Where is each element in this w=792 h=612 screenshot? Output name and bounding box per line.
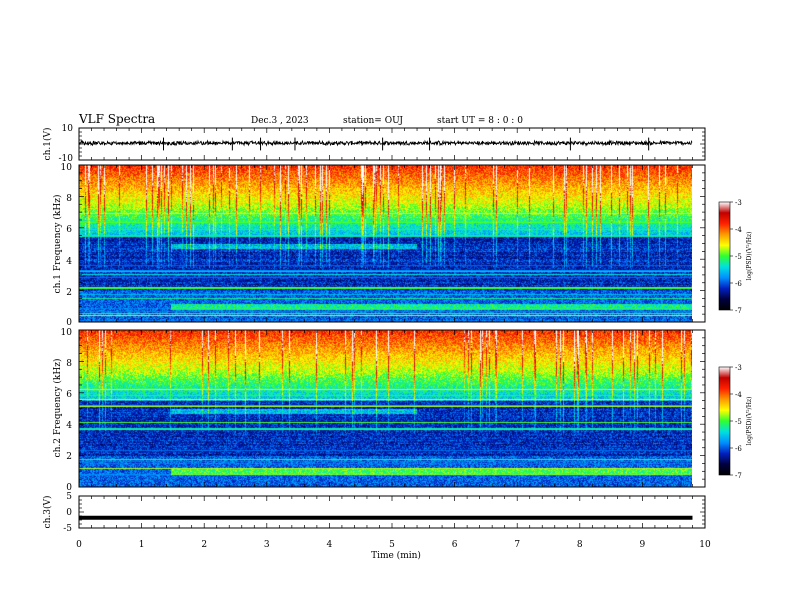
ch2-colorbar-ticks <box>730 366 733 476</box>
time-axis-tick-label: 2 <box>201 540 207 550</box>
ch3-ytick-bottom: -5 <box>63 524 72 534</box>
time-axis-tick-label: 6 <box>452 540 458 550</box>
ch1-cb-tick-m4: -4 <box>735 226 742 234</box>
ch3-waveform-ticks <box>78 495 706 529</box>
ch2-cb-tick-m5: -5 <box>735 418 742 426</box>
ch1-colorbar: -3 -4 -5 -6 -7 log(PSD)(V²/Hz) <box>718 199 753 315</box>
time-axis-tick-label: 10 <box>699 540 711 550</box>
ch2-spectrogram-ticks <box>78 329 706 488</box>
ch1-spectrogram-image-holder <box>79 165 692 322</box>
ch2-cb-tick-m4: -4 <box>735 391 742 399</box>
ch1-waveform-ticks <box>78 127 706 161</box>
start-time-label: start UT = 8 : 0 : 0 <box>437 116 523 126</box>
ch2-colorbar-scale <box>718 366 731 476</box>
ch3-ytick-mid: 0 <box>66 508 72 518</box>
ch1-freq-tick-0: 0 <box>66 318 72 328</box>
ch1-spectrogram-panel: 0 2 4 6 8 10 ch.1 Frequency (kHz) <box>52 163 706 328</box>
time-axis-tick-label: 5 <box>389 540 395 550</box>
ch1-freq-tick-10: 10 <box>61 163 73 173</box>
time-axis-tick-label: 3 <box>264 540 270 550</box>
ch3-waveform-ylabel: ch.3(V) <box>42 496 53 529</box>
station-label: station= OUJ <box>343 116 403 126</box>
ch1-freq-tick-2: 2 <box>66 288 72 298</box>
ch3-waveform-panel: 5 0 -5 ch.3(V) <box>42 492 706 534</box>
ch1-cb-tick-m7: -7 <box>735 307 742 315</box>
ch2-spectrogram-image-holder <box>79 330 692 487</box>
ch1-colorbar-scale <box>718 201 731 311</box>
ch2-freq-tick-2: 2 <box>66 452 72 462</box>
ch2-freq-tick-10: 10 <box>61 328 73 338</box>
ch2-freq-tick-0: 0 <box>66 483 72 493</box>
ch1-cb-tick-m6: -6 <box>735 280 742 288</box>
ch1-waveform-panel: 10 -10 ch.1(V) <box>42 124 706 164</box>
ch2-freq-tick-6: 6 <box>66 390 72 400</box>
ch1-ytick-top: 10 <box>62 124 74 134</box>
date-label: Dec.3 , 2023 <box>251 116 309 126</box>
ch3-ytick-top: 5 <box>66 492 72 502</box>
time-axis-tick-label: 0 <box>76 540 82 550</box>
time-axis-label: Time (min) <box>371 550 421 561</box>
ch1-freq-tick-6: 6 <box>66 225 72 235</box>
ch2-freq-tick-8: 8 <box>66 359 72 369</box>
figure-title: VLF Spectra <box>78 112 155 126</box>
ch2-cb-tick-m6: -6 <box>735 445 742 453</box>
ch1-cb-tick-m5: -5 <box>735 253 742 261</box>
ch2-cb-tick-m3: -3 <box>735 364 742 372</box>
ch2-cb-tick-m7: -7 <box>735 472 742 480</box>
ch2-spectrogram-heatmap <box>79 330 692 487</box>
ch1-freq-tick-8: 8 <box>66 194 72 204</box>
ch1-colorbar-ticks <box>730 201 733 311</box>
time-axis-tick-labels: 0 1 2 3 4 5 6 7 8 9 10 <box>76 540 711 550</box>
ch1-spectrogram-ylabel: ch.1 Frequency (kHz) <box>52 195 63 294</box>
ch1-waveform-trace <box>79 137 693 151</box>
ch2-colorbar-label: log(PSD)(V²/Hz) <box>746 397 753 446</box>
ch2-spectrogram-ylabel: ch.2 Frequency (kHz) <box>52 359 63 458</box>
ch1-spectrogram-heatmap <box>79 165 692 322</box>
ch2-freq-tick-4: 4 <box>66 421 72 431</box>
time-axis-tick-label: 4 <box>327 540 333 550</box>
time-axis-tick-label: 9 <box>640 540 646 550</box>
ch1-waveform-line <box>79 139 693 147</box>
time-axis-tick-label: 8 <box>577 540 583 550</box>
time-axis-tick-label: 1 <box>139 540 145 550</box>
ch1-freq-tick-4: 4 <box>66 257 72 267</box>
ch1-spectrogram-ticks <box>78 164 706 323</box>
ch1-cb-tick-m3: -3 <box>735 199 742 207</box>
ch1-colorbar-label: log(PSD)(V²/Hz) <box>746 232 753 281</box>
time-axis-tick-label: 7 <box>514 540 520 550</box>
ch1-waveform-ylabel: ch.1(V) <box>42 128 53 161</box>
ch2-spectrogram-panel: 0 2 4 6 8 10 ch.2 Frequency (kHz) <box>52 328 706 493</box>
ch2-colorbar: -3 -4 -5 -6 -7 log(PSD)(V²/Hz) <box>718 364 753 480</box>
ch1-ytick-bottom: -10 <box>59 154 74 164</box>
